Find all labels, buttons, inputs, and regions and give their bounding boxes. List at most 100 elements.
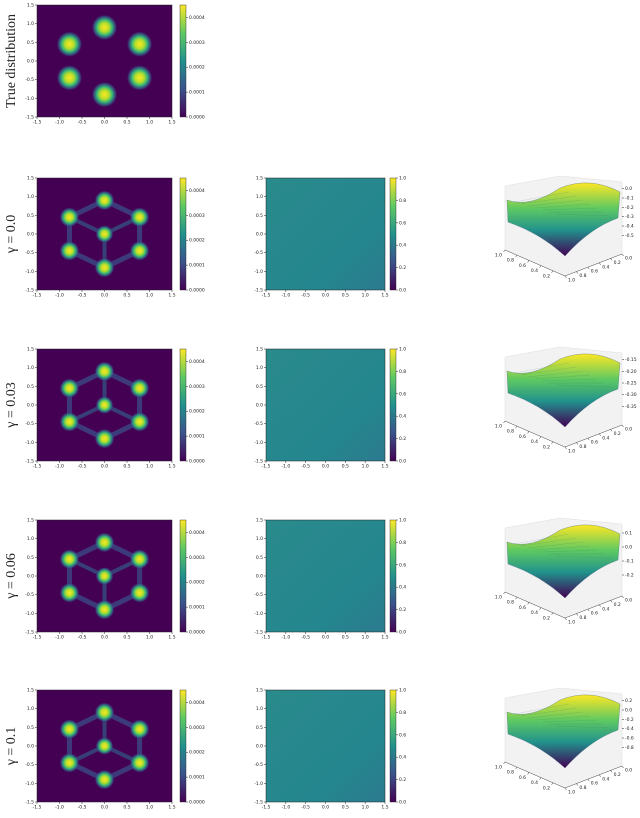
colorbar-tick-label: 0.6 — [399, 562, 406, 568]
y-tick-label: 0.4 — [602, 606, 609, 612]
colorbar-tick-label: 0.8 — [399, 369, 406, 375]
x-tick-label: -0.5 — [78, 120, 87, 126]
x-tick-label: 0.5 — [123, 805, 130, 811]
density-blob — [94, 532, 115, 553]
y-tick-label: -1.5 — [254, 459, 263, 465]
colorbar — [179, 348, 187, 462]
colorbar-tick-label: 0.6 — [399, 732, 406, 738]
surface — [506, 182, 621, 257]
y-tick-label: -1.5 — [25, 115, 34, 121]
z-tick-label: -0.1 — [625, 559, 634, 565]
density-blob — [56, 31, 83, 58]
y-tick — [621, 595, 624, 599]
density-blob — [94, 257, 115, 278]
density-blob — [129, 582, 150, 603]
colorbar-tick-label: 0.0 — [399, 800, 406, 806]
y-tick-label: 1.0 — [27, 536, 34, 542]
y-tick-label: 0.4 — [602, 776, 609, 782]
y-tick-label: 1.5 — [256, 347, 263, 353]
z-tick-label: -0.8 — [625, 745, 634, 751]
y-tick-label: -1.5 — [25, 630, 34, 636]
y-tick — [610, 429, 613, 432]
colorbar-tick-label: 1.0 — [399, 347, 406, 353]
x-tick-label: 0.2 — [543, 785, 550, 791]
x-tick-label: 0.4 — [531, 780, 538, 786]
x-axis — [504, 761, 566, 789]
x-axis — [504, 591, 566, 619]
y-tick-label: 1.0 — [568, 620, 575, 626]
y-tick-label: 0.0 — [256, 574, 263, 580]
y-tick — [610, 258, 613, 261]
colorbar-tick-label: 0.0001 — [189, 605, 205, 611]
x-tick-label: 0.0 — [101, 635, 108, 641]
colorbar-tick-label: 0.8 — [399, 710, 406, 716]
surface-mesh — [555, 725, 612, 729]
y-tick-label: 0.8 — [579, 615, 586, 621]
density-blob — [94, 428, 115, 449]
row-label: True distribution — [4, 14, 19, 108]
y-tick-label: 1.5 — [256, 518, 263, 524]
y-tick-label: -0.5 — [25, 762, 34, 768]
colorbar-tick-label: 0.0 — [399, 288, 406, 294]
x-tick-label: 1.0 — [146, 635, 153, 641]
x-tick-label: 0.8 — [507, 600, 514, 606]
x-tick — [503, 249, 506, 253]
y-tick-label: 1.0 — [256, 194, 263, 200]
x-tick-label: 0.2 — [543, 273, 550, 279]
y-tick — [576, 442, 579, 445]
density-blob — [59, 378, 80, 399]
y-tick-label: 0.6 — [591, 440, 598, 446]
z-tick-label: 0.0 — [625, 186, 632, 192]
y-tick-label: 0.5 — [256, 213, 263, 219]
colorbar-tick-label: 0.0000 — [189, 288, 205, 294]
x-axis — [504, 420, 566, 448]
y-tick — [587, 267, 590, 270]
x-tick-label: 1.0 — [146, 293, 153, 299]
x-tick — [503, 420, 506, 424]
x-tick-label: 1.0 — [146, 805, 153, 811]
surface — [506, 694, 621, 769]
y-tick-label: -1.0 — [254, 269, 263, 275]
x-tick — [515, 426, 518, 429]
y-tick-label: 0.0 — [625, 427, 632, 433]
colorbar-tick-label: 0.2 — [399, 777, 406, 783]
y-tick — [564, 446, 567, 450]
z-tick-label: -0.4 — [625, 224, 634, 230]
y-tick-label: 0.5 — [27, 555, 34, 561]
x-tick-label: 0.4 — [531, 268, 538, 274]
x-tick-label: -0.5 — [301, 293, 310, 299]
x-tick-label: 0.4 — [531, 439, 538, 445]
colorbar-tick-label: 0.0002 — [189, 65, 205, 71]
density-blob — [59, 207, 80, 228]
y-tick — [610, 600, 613, 603]
x-tick-label: -1.5 — [33, 635, 42, 641]
x-tick — [527, 772, 530, 775]
z-tick-label: -0.2 — [625, 717, 634, 723]
surface — [506, 524, 621, 599]
x-tick-label: 1.0 — [362, 635, 369, 641]
colorbar-tick-label: 0.0002 — [189, 580, 205, 586]
y-tick-label: -1.5 — [254, 630, 263, 636]
z-tick-label: -0.6 — [625, 736, 634, 742]
x-tick-label: 1.0 — [146, 464, 153, 470]
y-tick-label: 0.6 — [591, 611, 598, 617]
colorbar-tick-label: 0.0000 — [189, 115, 205, 121]
x-tick — [515, 255, 518, 258]
y-tick-label: -0.5 — [254, 592, 263, 598]
y-tick-label: 0.0 — [625, 598, 632, 604]
x-tick-label: -1.5 — [33, 805, 42, 811]
y-tick — [576, 783, 579, 786]
density-blob — [94, 599, 115, 620]
y-tick-label: -0.5 — [254, 762, 263, 768]
y-tick-label: -0.5 — [25, 250, 34, 256]
x-tick-label: 0.5 — [342, 464, 349, 470]
x-tick-label: -1.5 — [262, 635, 271, 641]
y-tick-label: 1.5 — [27, 347, 34, 353]
x-tick-label: -0.5 — [78, 805, 87, 811]
x-tick — [527, 602, 530, 605]
x-tick-label: -0.5 — [301, 805, 310, 811]
y-tick-label: -1.0 — [254, 611, 263, 617]
colorbar-tick-label: 0.0004 — [189, 359, 205, 365]
colorbar — [389, 177, 397, 291]
y-tick-label: 0.2 — [614, 431, 621, 437]
